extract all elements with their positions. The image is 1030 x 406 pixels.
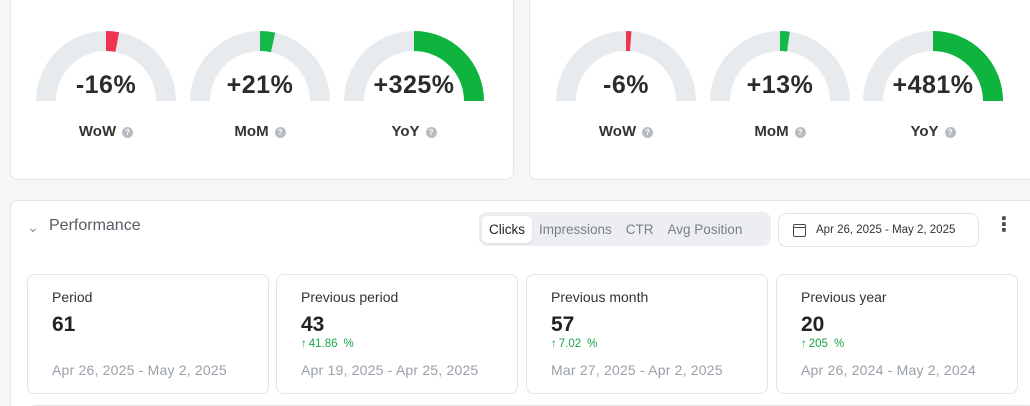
question-circle-icon[interactable]: ? [944, 127, 956, 138]
gauge-arc [190, 31, 330, 102]
stat-range: Apr 26, 2024 - May 2, 2024 [801, 362, 976, 378]
gauge-label: MoM? [707, 123, 853, 140]
stat-delta: ↑ 7.02% [551, 338, 598, 350]
stat-card-previous-year: Previous year 20 ↑ 205% Apr 26, 2024 - Ma… [776, 274, 1018, 394]
stat-delta: ↑ 41.86% [301, 338, 354, 350]
gauge-yoy: +481% YoY? [860, 31, 1006, 151]
gauge-card-right: -6% WoW? +13% MoM? +481% YoY? [529, 0, 1030, 180]
gauge-mom: +21% MoM? [187, 31, 333, 151]
gauge-value: -16% [75, 71, 137, 99]
arrow-up-icon: ↑ [301, 338, 307, 350]
stat-card-previous-month: Previous month 57 ↑ 7.02% Mar 27, 2025 - … [526, 274, 768, 394]
gauge-arc [710, 31, 850, 102]
gauge-label: YoY? [341, 123, 487, 140]
stat-value: 20 [801, 313, 825, 336]
stat-range: Apr 19, 2025 - Apr 25, 2025 [301, 362, 479, 378]
gauge-arc [863, 31, 1003, 102]
gauge-yoy: +325% YoY? [341, 31, 487, 151]
gauge-arc [344, 31, 484, 102]
gauge-fill [413, 31, 484, 102]
gauge-mom: +13% MoM? [707, 31, 853, 151]
question-circle-icon[interactable]: ? [425, 127, 437, 138]
stat-range: Apr 26, 2025 - May 2, 2025 [52, 362, 227, 378]
stat-card-previous-period: Previous period 43 ↑ 41.86% Apr 19, 2025 … [276, 274, 518, 394]
gauge-arc [36, 31, 176, 102]
gauge-fill [105, 31, 120, 52]
question-circle-icon[interactable]: ? [642, 127, 654, 138]
tab-ctr[interactable]: CTR [625, 221, 654, 237]
gauge-label: MoM? [187, 123, 333, 140]
arrow-up-icon: ↑ [551, 338, 557, 350]
section-title[interactable]: Performance [49, 217, 141, 234]
stat-delta: ↑ 205% [801, 338, 845, 350]
stat-value: 43 [301, 313, 325, 336]
stat-value: 61 [52, 313, 76, 336]
tab-impressions[interactable]: Impressions [539, 221, 612, 237]
stat-label: Period [52, 289, 93, 305]
metric-tabs: Clicks Impressions CTR Avg Position [479, 212, 771, 246]
gauge-value: +13% [746, 71, 814, 99]
chevron-down-icon[interactable]: ⌄ [27, 219, 39, 235]
more-vertical-icon[interactable]: ⋮ [994, 214, 1014, 236]
gauge-value: +481% [892, 71, 974, 99]
gauge-fill [259, 31, 276, 53]
gauge-label: WoW? [553, 123, 699, 140]
question-circle-icon[interactable]: ? [122, 127, 134, 138]
stat-label: Previous period [301, 289, 399, 305]
stat-range: Mar 27, 2025 - Apr 2, 2025 [551, 362, 723, 378]
gauge-label: YoY? [860, 123, 1006, 140]
question-circle-icon[interactable]: ? [794, 127, 806, 138]
gauge-value: +325% [373, 71, 455, 99]
stat-label: Previous month [551, 289, 649, 305]
gauge-wow: -6% WoW? [553, 31, 699, 151]
gauge-value: +21% [226, 71, 294, 99]
gauge-label: WoW? [33, 123, 179, 140]
arrow-up-icon: ↑ [801, 338, 807, 350]
date-range-picker[interactable]: Apr 26, 2025 - May 2, 2025 [778, 213, 979, 247]
gauge-fill [932, 31, 1003, 102]
stat-label: Previous year [801, 289, 887, 305]
gauge-arc [556, 31, 696, 102]
performance-card: ⌄ Performance Clicks Impressions CTR Avg… [10, 200, 1030, 406]
question-circle-icon[interactable]: ? [274, 127, 286, 138]
gauge-card-left: -16% WoW? +21% MoM? +325% YoY? [10, 0, 514, 180]
tab-clicks[interactable]: Clicks [482, 215, 532, 243]
date-range-label: Apr 26, 2025 - May 2, 2025 [816, 224, 956, 236]
calendar-icon [793, 223, 806, 237]
stat-card-period: Period 61 Apr 26, 2025 - May 2, 2025 [27, 274, 269, 394]
tab-avg-position[interactable]: Avg Position [667, 221, 743, 237]
gauge-value: -6% [603, 71, 649, 99]
stat-value: 57 [551, 313, 575, 336]
gauge-wow: -16% WoW? [33, 31, 179, 151]
gauge-fill [779, 31, 790, 52]
